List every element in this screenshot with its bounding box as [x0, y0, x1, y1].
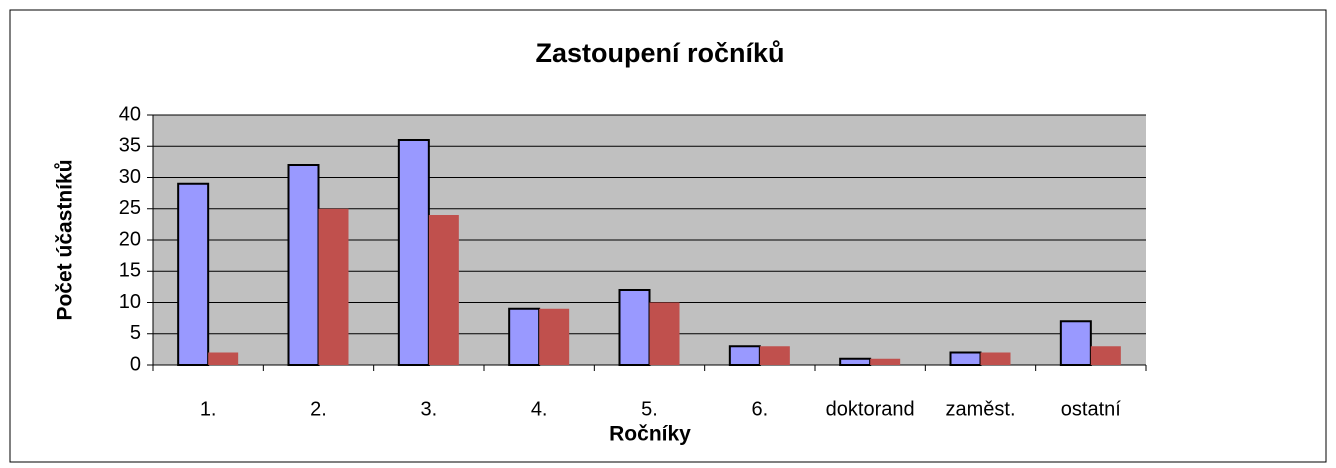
y-tick-label: 40	[119, 103, 141, 125]
y-tick-label: 0	[130, 353, 141, 375]
x-tick-label: ostatní	[1061, 398, 1121, 420]
bar	[870, 358, 901, 365]
x-tick-label: zaměst.	[945, 398, 1015, 420]
x-tick-label: 2.	[310, 398, 327, 420]
bar	[397, 139, 430, 366]
chart-title: Zastoupení ročníků	[535, 38, 784, 68]
bar	[508, 307, 541, 366]
bar	[1059, 320, 1092, 366]
y-tick-label: 30	[119, 166, 141, 188]
bar	[1090, 346, 1121, 365]
bar	[539, 308, 570, 365]
bar	[728, 345, 761, 366]
bar	[980, 352, 1011, 365]
y-tick-label: 15	[119, 260, 141, 282]
y-tick-label: 25	[119, 197, 141, 219]
y-axis-label: Počet účastníků	[54, 159, 77, 320]
bar	[649, 302, 680, 365]
x-tick-label: 4.	[531, 398, 548, 420]
x-tick-label: 3.	[420, 398, 437, 420]
bar	[949, 351, 982, 366]
bar	[287, 164, 320, 366]
bar	[318, 208, 349, 365]
x-tick-label: doktorand	[826, 398, 915, 420]
y-tick-label: 10	[119, 291, 141, 313]
x-tick-label: 1.	[200, 398, 217, 420]
bar	[208, 352, 239, 365]
y-tick-label: 5	[130, 322, 141, 344]
bar	[839, 357, 872, 366]
bar	[618, 289, 651, 366]
bar	[759, 346, 790, 365]
bar	[428, 215, 459, 365]
bar	[177, 182, 210, 366]
x-axis-label: Ročníky	[609, 423, 691, 446]
y-tick-label: 20	[119, 228, 141, 250]
y-tick-label: 35	[119, 135, 141, 157]
x-tick-label: 5.	[641, 398, 658, 420]
x-tick-label: 6.	[751, 398, 768, 420]
